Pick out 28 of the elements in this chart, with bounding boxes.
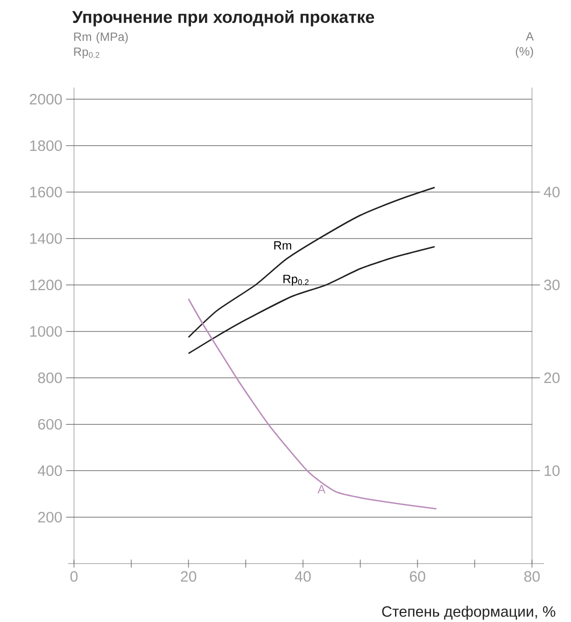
y2-tick-label: 30 [544, 280, 560, 290]
line-series [188, 298, 438, 510]
y-tick-label: 2000 [30, 94, 62, 105]
y-tick-label: 1200 [30, 280, 62, 290]
series-label: Rp$_{0.2}$ [283, 274, 309, 286]
y-tick-label: 1400 [30, 233, 62, 244]
y-tick-label: 1000 [30, 326, 62, 337]
x-axis-title: Степень деформации, % [382, 606, 556, 620]
y-tick-label: 400 [38, 465, 62, 476]
y2-axis-title: A (%) [516, 32, 534, 58]
x-tick-label: 40 [294, 571, 311, 582]
y2-tick-label: 20 [544, 372, 560, 384]
chart-title: Упрочнение при холодной прокатке [72, 10, 374, 26]
y-axis-title: Rm (MPa) Rp$_{0.2}$ [74, 32, 128, 58]
y-tick-label: 600 [38, 418, 62, 430]
x-tick-label: 20 [180, 571, 196, 582]
x-tick-label: 0 [70, 571, 78, 582]
y2-tick-label: 10 [544, 465, 560, 476]
x-tick-label: 80 [524, 571, 540, 582]
series-label: A [318, 485, 326, 494]
y-tick-label: 1600 [30, 186, 62, 198]
x-tick-label: 60 [410, 571, 426, 582]
line-series [188, 186, 436, 338]
y-tick-label: 1800 [30, 140, 62, 151]
y2-tick-label: 40 [544, 186, 560, 198]
y-tick-label: 200 [38, 512, 62, 522]
series-label: Rm [274, 241, 292, 250]
y-tick-label: 800 [38, 372, 62, 384]
